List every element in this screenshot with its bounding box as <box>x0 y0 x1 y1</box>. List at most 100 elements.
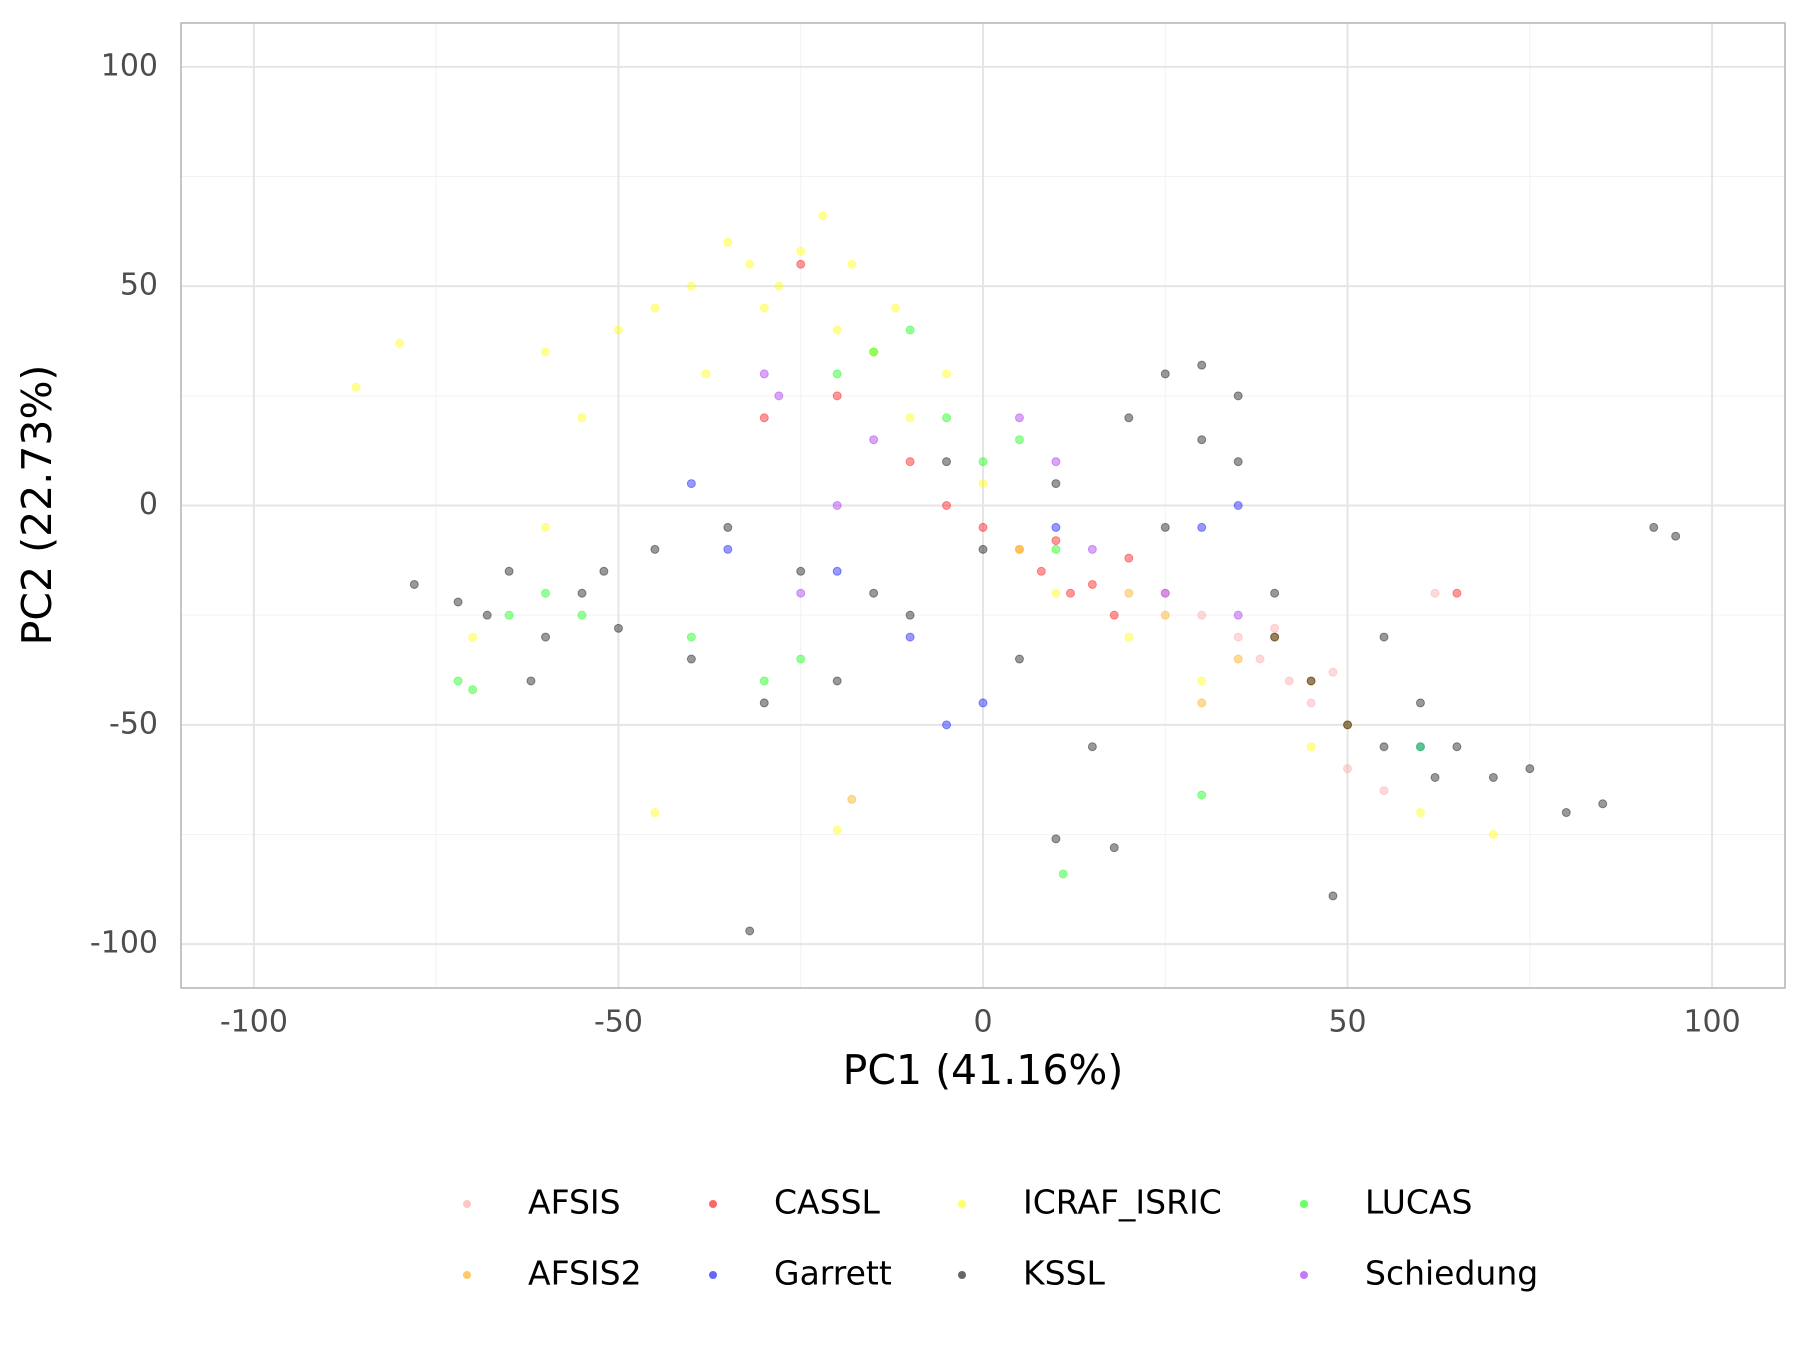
point <box>1197 676 1207 686</box>
point <box>1160 522 1170 532</box>
point <box>1051 834 1061 844</box>
point <box>905 413 915 423</box>
point <box>942 413 952 423</box>
point <box>504 610 514 620</box>
point <box>1284 676 1294 686</box>
point <box>613 623 623 633</box>
legend-marker <box>958 1271 966 1279</box>
point <box>1051 457 1061 467</box>
point <box>1124 413 1134 423</box>
point <box>1255 654 1265 664</box>
point <box>541 632 551 642</box>
point <box>745 259 755 269</box>
grid <box>181 23 1785 988</box>
point <box>650 544 660 554</box>
legend-marker <box>1300 1200 1308 1208</box>
point <box>978 544 988 554</box>
y-tick-label: 0 <box>139 487 158 522</box>
point <box>905 325 915 335</box>
legend: AFSIS AFSIS2 CASSL Garrett ICRAF_ISRIC KSSL LU… <box>463 1183 1538 1293</box>
point <box>1430 772 1440 782</box>
point <box>1014 654 1024 664</box>
point <box>869 347 879 357</box>
y-tick-label: -100 <box>90 926 158 961</box>
point <box>1452 742 1462 752</box>
point <box>723 237 733 247</box>
point <box>1087 544 1097 554</box>
point <box>1488 829 1498 839</box>
point <box>1270 632 1280 642</box>
point <box>1233 654 1243 664</box>
legend-label: ICRAF_ISRIC <box>1023 1183 1222 1222</box>
point <box>1343 720 1353 730</box>
point <box>468 685 478 695</box>
x-tick-label: 0 <box>973 1005 992 1040</box>
point <box>1270 632 1280 642</box>
point <box>1671 531 1681 541</box>
point <box>686 632 696 642</box>
point <box>759 369 769 379</box>
point <box>796 566 806 576</box>
point <box>847 259 857 269</box>
point <box>504 566 514 576</box>
point <box>796 654 806 664</box>
legend-label: Schiedung <box>1365 1254 1538 1293</box>
point <box>905 632 915 642</box>
point <box>351 382 361 392</box>
point <box>847 794 857 804</box>
point <box>526 676 536 686</box>
point <box>978 457 988 467</box>
point <box>1328 667 1338 677</box>
points <box>351 211 1681 936</box>
point <box>650 303 660 313</box>
point <box>1379 786 1389 796</box>
point <box>1306 698 1316 708</box>
point <box>759 413 769 423</box>
point <box>1051 588 1061 598</box>
point <box>1343 764 1353 774</box>
point <box>832 391 842 401</box>
legend-marker <box>463 1200 471 1208</box>
point <box>468 632 478 642</box>
point <box>1270 623 1280 633</box>
point <box>1649 522 1659 532</box>
point <box>577 413 587 423</box>
point <box>1087 579 1097 589</box>
point <box>1058 869 1068 879</box>
point <box>686 479 696 489</box>
point <box>723 522 733 532</box>
legend-marker <box>709 1200 717 1208</box>
point <box>1160 369 1170 379</box>
point <box>1415 742 1425 752</box>
point <box>577 610 587 620</box>
point <box>1233 457 1243 467</box>
legend-marker <box>958 1200 966 1208</box>
legend-marker <box>1300 1271 1308 1279</box>
point <box>774 281 784 291</box>
point <box>1343 720 1353 730</box>
point <box>869 347 879 357</box>
point <box>723 544 733 554</box>
point <box>978 522 988 532</box>
point <box>759 698 769 708</box>
point <box>942 457 952 467</box>
point <box>1109 610 1119 620</box>
point <box>1124 553 1134 563</box>
point <box>832 825 842 835</box>
point <box>395 338 405 348</box>
point <box>686 654 696 664</box>
point <box>1014 413 1024 423</box>
point <box>1014 435 1024 445</box>
legend-marker <box>463 1271 471 1279</box>
point <box>1233 391 1243 401</box>
point <box>759 303 769 313</box>
point <box>942 501 952 510</box>
y-axis-title: PC2 (22.73%) <box>13 365 61 646</box>
point <box>1051 536 1061 546</box>
point <box>905 610 915 620</box>
point <box>796 246 806 256</box>
point <box>650 808 660 818</box>
point <box>541 522 551 532</box>
point <box>1379 742 1389 752</box>
